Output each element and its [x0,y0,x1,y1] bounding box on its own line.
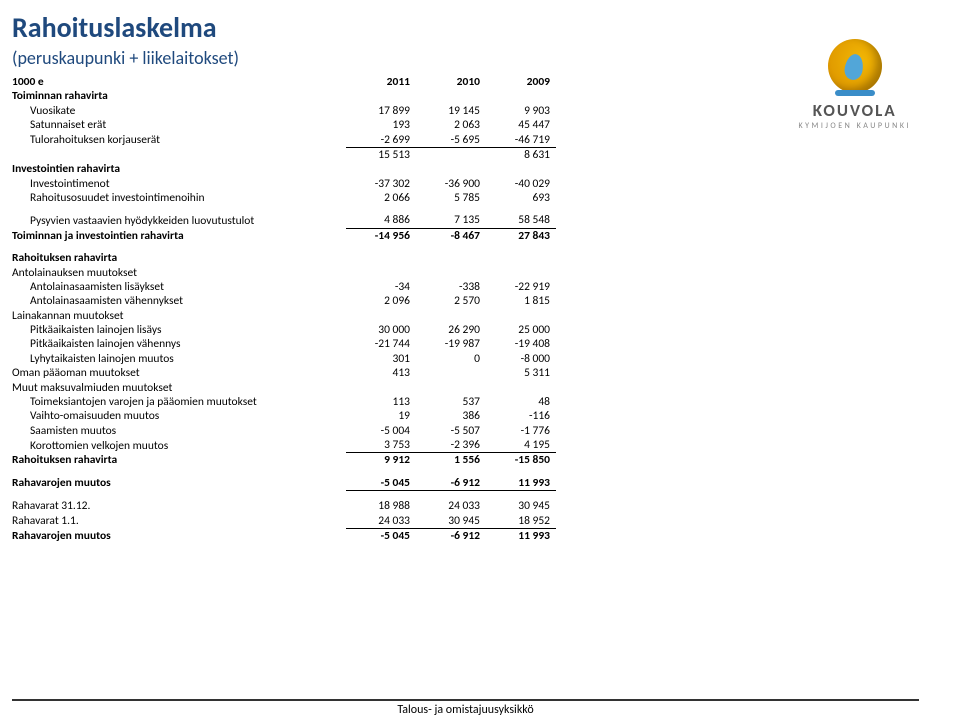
row-vuosikate: Vuosikate 17 899 19 145 9 903 [12,104,556,118]
row-oman-paaoman-muutokset: Oman pääoman muutokset 413 5 311 [12,366,556,380]
row-lainakannan-muutokset: Lainakannan muutokset [12,309,556,323]
section-toiminnan-rahavirta: Toiminnan rahavirta [12,89,556,103]
row-tulorahoituksen-korjauserat: Tulorahoituksen korjauserät -2 699 -5 69… [12,133,556,148]
row-korottomien-velkojen: Korottomien velkojen muutos 3 753 -2 396… [12,438,556,453]
row-toiminnan-ja-investointien-rahavirta: Toiminnan ja investointien rahavirta -14… [12,228,556,243]
row-antolainauksen-muutokset: Antolainauksen muutokset [12,266,556,280]
section-rahoituksen-rahavirta: Rahoituksen rahavirta [12,243,556,265]
logo-mark [825,36,885,96]
header-y3: 2009 [486,75,556,89]
row-saamisten-muutos: Saamisten muutos -5 004 -5 507 -1 776 [12,424,556,438]
header-y1: 2011 [346,75,416,89]
row-rahoituksen-rahavirta-sum: Rahoituksen rahavirta 9 912 1 556 -15 85… [12,453,556,468]
row-lyhytaikaisten-muutos: Lyhytaikaisten lainojen muutos 301 0 -8 … [12,352,556,366]
page: Rahoituslaskelma (peruskaupunki + liikel… [0,0,959,723]
row-toimeksiantojen: Toimeksiantojen varojen ja pääomien muut… [12,395,556,409]
row-muut-maksuvalmiuden-muutokset: Muut maksuvalmiuden muutokset [12,381,556,395]
row-pitkaaikaisten-lisays: Pitkäaikaisten lainojen lisäys 30 000 26… [12,323,556,337]
row-rahavarojen-muutos: Rahavarojen muutos -5 045 -6 912 11 993 [12,468,556,491]
row-pitkaaikaisten-vahennys: Pitkäaikaisten lainojen vähennys -21 744… [12,337,556,351]
header-y2: 2010 [416,75,486,89]
logo: KOUVOLA KYMIJOEN KAUPUNKI [798,36,911,131]
cashflow-table: 1000 e 2011 2010 2009 Toiminnan rahavirt… [12,75,556,543]
section-investointien-rahavirta: Investointien rahavirta [12,162,556,176]
table-header-row: 1000 e 2011 2010 2009 [12,75,556,89]
row-antolainasaamisten-lisaykset: Antolainasaamisten lisäykset -34 -338 -2… [12,280,556,294]
row-toiminnan-subtotal: 15 513 8 631 [12,147,556,162]
row-satunnaiset: Satunnaiset erät 193 2 063 45 447 [12,118,556,132]
row-investointimenot: Investointimenot -37 302 -36 900 -40 029 [12,177,556,191]
header-unit: 1000 e [12,75,346,89]
page-title: Rahoituslaskelma [12,10,919,45]
row-antolainasaamisten-vahennykset: Antolainasaamisten vähennykset 2 096 2 5… [12,294,556,308]
row-rahavarat-3112: Rahavarat 31.12. 18 988 24 033 30 945 [12,491,556,514]
row-rahoitusosuudet: Rahoitusosuudet investointimenoihin 2 06… [12,191,556,205]
row-vaihto-omaisuuden: Vaihto-omaisuuden muutos 19 386 -116 [12,409,556,423]
footer: Talous- ja omistajuusyksikkö [12,699,919,717]
row-rahavarojen-muutos-2: Rahavarojen muutos -5 045 -6 912 11 993 [12,528,556,543]
page-subtitle: (peruskaupunki + liikelaitokset) [12,47,919,69]
row-pysyvien-luovutustulot: Pysyvien vastaavien hyödykkeiden luovutu… [12,205,556,228]
logo-tag: KYMIJOEN KAUPUNKI [798,121,911,131]
row-rahavarat-11: Rahavarat 1.1. 24 033 30 945 18 952 [12,514,556,529]
logo-word: KOUVOLA [798,100,911,121]
